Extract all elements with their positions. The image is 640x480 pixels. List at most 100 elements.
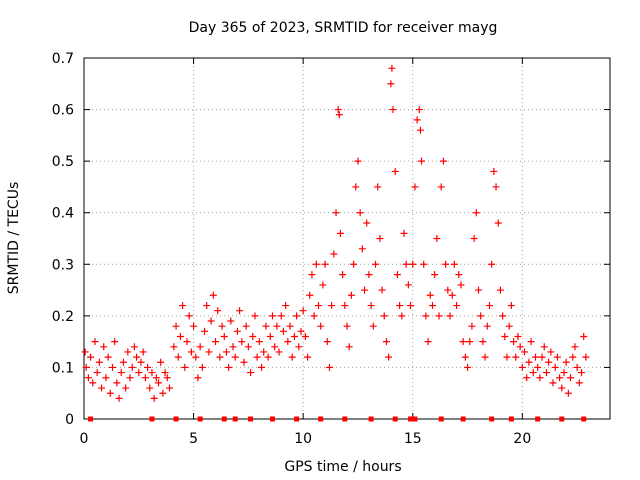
data-point bbox=[106, 389, 114, 397]
data-point bbox=[575, 379, 583, 387]
data-point bbox=[492, 183, 500, 191]
data-point bbox=[260, 348, 268, 356]
data-point bbox=[227, 317, 235, 325]
data-point bbox=[374, 183, 382, 191]
data-point bbox=[128, 363, 136, 371]
data-point bbox=[242, 322, 250, 330]
data-point bbox=[582, 353, 590, 361]
data-point bbox=[418, 157, 426, 165]
data-point bbox=[514, 332, 522, 340]
zero-marker bbox=[489, 416, 495, 422]
data-point bbox=[163, 374, 171, 382]
x-tick-label: 15 bbox=[404, 431, 422, 447]
data-point bbox=[361, 286, 369, 294]
data-point bbox=[222, 348, 230, 356]
data-point bbox=[400, 229, 408, 237]
data-point bbox=[152, 374, 160, 382]
data-point bbox=[205, 348, 213, 356]
data-point bbox=[468, 322, 476, 330]
data-point bbox=[249, 332, 257, 340]
data-point bbox=[578, 369, 586, 377]
data-point bbox=[455, 271, 463, 279]
data-point bbox=[192, 353, 200, 361]
data-point bbox=[562, 358, 570, 366]
data-point bbox=[512, 353, 520, 361]
y-tick-label: 0.5 bbox=[52, 154, 74, 170]
data-point bbox=[442, 260, 450, 268]
data-point bbox=[477, 312, 485, 320]
data-point bbox=[312, 260, 320, 268]
zero-marker bbox=[460, 416, 466, 422]
data-point bbox=[571, 343, 579, 351]
data-point bbox=[536, 374, 544, 382]
data-point bbox=[293, 312, 301, 320]
data-point bbox=[299, 307, 307, 315]
data-point bbox=[501, 332, 509, 340]
data-point bbox=[534, 363, 542, 371]
data-point bbox=[225, 363, 233, 371]
data-point bbox=[172, 322, 180, 330]
data-point bbox=[531, 353, 539, 361]
data-point bbox=[402, 260, 410, 268]
data-point bbox=[378, 286, 386, 294]
zero-marker bbox=[342, 416, 348, 422]
data-point bbox=[409, 260, 417, 268]
data-point bbox=[251, 312, 259, 320]
data-point bbox=[304, 353, 312, 361]
data-point bbox=[334, 106, 342, 114]
data-point bbox=[170, 343, 178, 351]
data-point bbox=[288, 353, 296, 361]
data-point bbox=[321, 260, 329, 268]
data-point bbox=[404, 281, 412, 289]
data-point bbox=[325, 363, 333, 371]
data-point bbox=[209, 291, 217, 299]
y-axis-label: SRMTID / TECUs bbox=[6, 182, 22, 295]
data-point bbox=[567, 374, 575, 382]
data-point bbox=[354, 157, 362, 165]
data-point bbox=[218, 322, 226, 330]
data-point bbox=[146, 384, 154, 392]
data-point bbox=[159, 389, 167, 397]
data-point bbox=[93, 369, 101, 377]
zero-markers bbox=[88, 416, 587, 422]
data-point bbox=[174, 353, 182, 361]
data-point bbox=[306, 291, 314, 299]
data-point bbox=[426, 291, 434, 299]
data-point bbox=[115, 394, 123, 402]
data-point bbox=[415, 106, 423, 114]
data-point bbox=[271, 343, 279, 351]
data-point bbox=[98, 384, 106, 392]
data-point bbox=[264, 353, 272, 361]
data-point bbox=[413, 116, 421, 124]
x-axis-label: GPS time / hours bbox=[284, 459, 401, 475]
data-point bbox=[233, 327, 241, 335]
data-point bbox=[255, 338, 263, 346]
zero-marker bbox=[248, 416, 254, 422]
data-point bbox=[457, 281, 465, 289]
data-point bbox=[569, 353, 577, 361]
data-point bbox=[124, 348, 132, 356]
data-point bbox=[356, 209, 364, 217]
data-point bbox=[91, 338, 99, 346]
data-point bbox=[376, 235, 384, 242]
data-point bbox=[431, 271, 439, 279]
data-point bbox=[161, 369, 169, 377]
data-point bbox=[155, 379, 163, 387]
data-point bbox=[464, 363, 472, 371]
data-point bbox=[212, 338, 219, 346]
data-point bbox=[444, 286, 452, 294]
zero-marker bbox=[412, 416, 418, 422]
data-point bbox=[518, 363, 526, 371]
data-point bbox=[371, 260, 379, 268]
data-point bbox=[461, 353, 469, 361]
data-point bbox=[87, 353, 95, 361]
data-point bbox=[507, 302, 515, 310]
data-point bbox=[345, 343, 353, 351]
data-point bbox=[516, 343, 524, 351]
data-point bbox=[485, 302, 493, 310]
data-point bbox=[89, 379, 97, 387]
data-point bbox=[301, 332, 309, 340]
data-point bbox=[336, 229, 344, 237]
data-point bbox=[165, 384, 173, 392]
